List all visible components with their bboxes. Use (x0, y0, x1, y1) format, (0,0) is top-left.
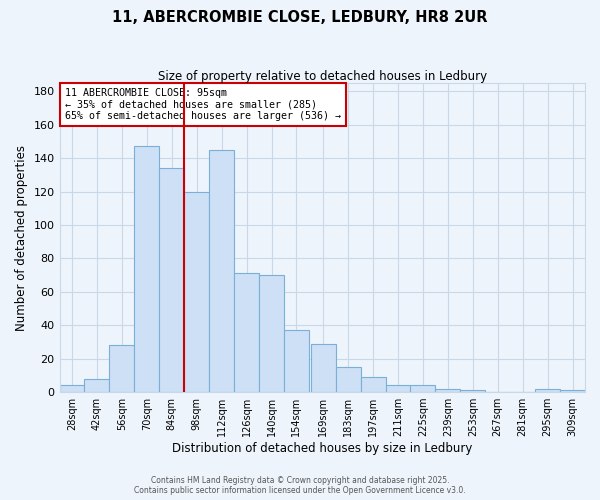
Bar (460, 390, 485, 392)
Y-axis label: Number of detached properties: Number of detached properties (15, 144, 28, 330)
Bar (184, 192, 209, 392)
Bar (436, 388, 460, 392)
Bar (85, 378, 109, 392)
Bar (560, 390, 585, 392)
Bar (335, 367, 361, 392)
Bar (284, 330, 309, 392)
Text: 11 ABERCROMBIE CLOSE: 95sqm
← 35% of detached houses are smaller (285)
65% of se: 11 ABERCROMBIE CLOSE: 95sqm ← 35% of det… (65, 88, 341, 121)
X-axis label: Distribution of detached houses by size in Ledbury: Distribution of detached houses by size … (172, 442, 472, 455)
Bar (410, 386, 436, 392)
Bar (209, 150, 234, 392)
Bar (159, 168, 184, 392)
Bar (59, 386, 85, 392)
Bar (259, 275, 284, 392)
Title: Size of property relative to detached houses in Ledbury: Size of property relative to detached ho… (158, 70, 487, 83)
Bar (134, 146, 159, 392)
Bar (535, 388, 560, 392)
Bar (109, 346, 134, 392)
Bar (311, 344, 335, 392)
Bar (234, 274, 259, 392)
Text: Contains HM Land Registry data © Crown copyright and database right 2025.
Contai: Contains HM Land Registry data © Crown c… (134, 476, 466, 495)
Bar (386, 386, 410, 392)
Bar (361, 377, 386, 392)
Text: 11, ABERCROMBIE CLOSE, LEDBURY, HR8 2UR: 11, ABERCROMBIE CLOSE, LEDBURY, HR8 2UR (112, 10, 488, 25)
